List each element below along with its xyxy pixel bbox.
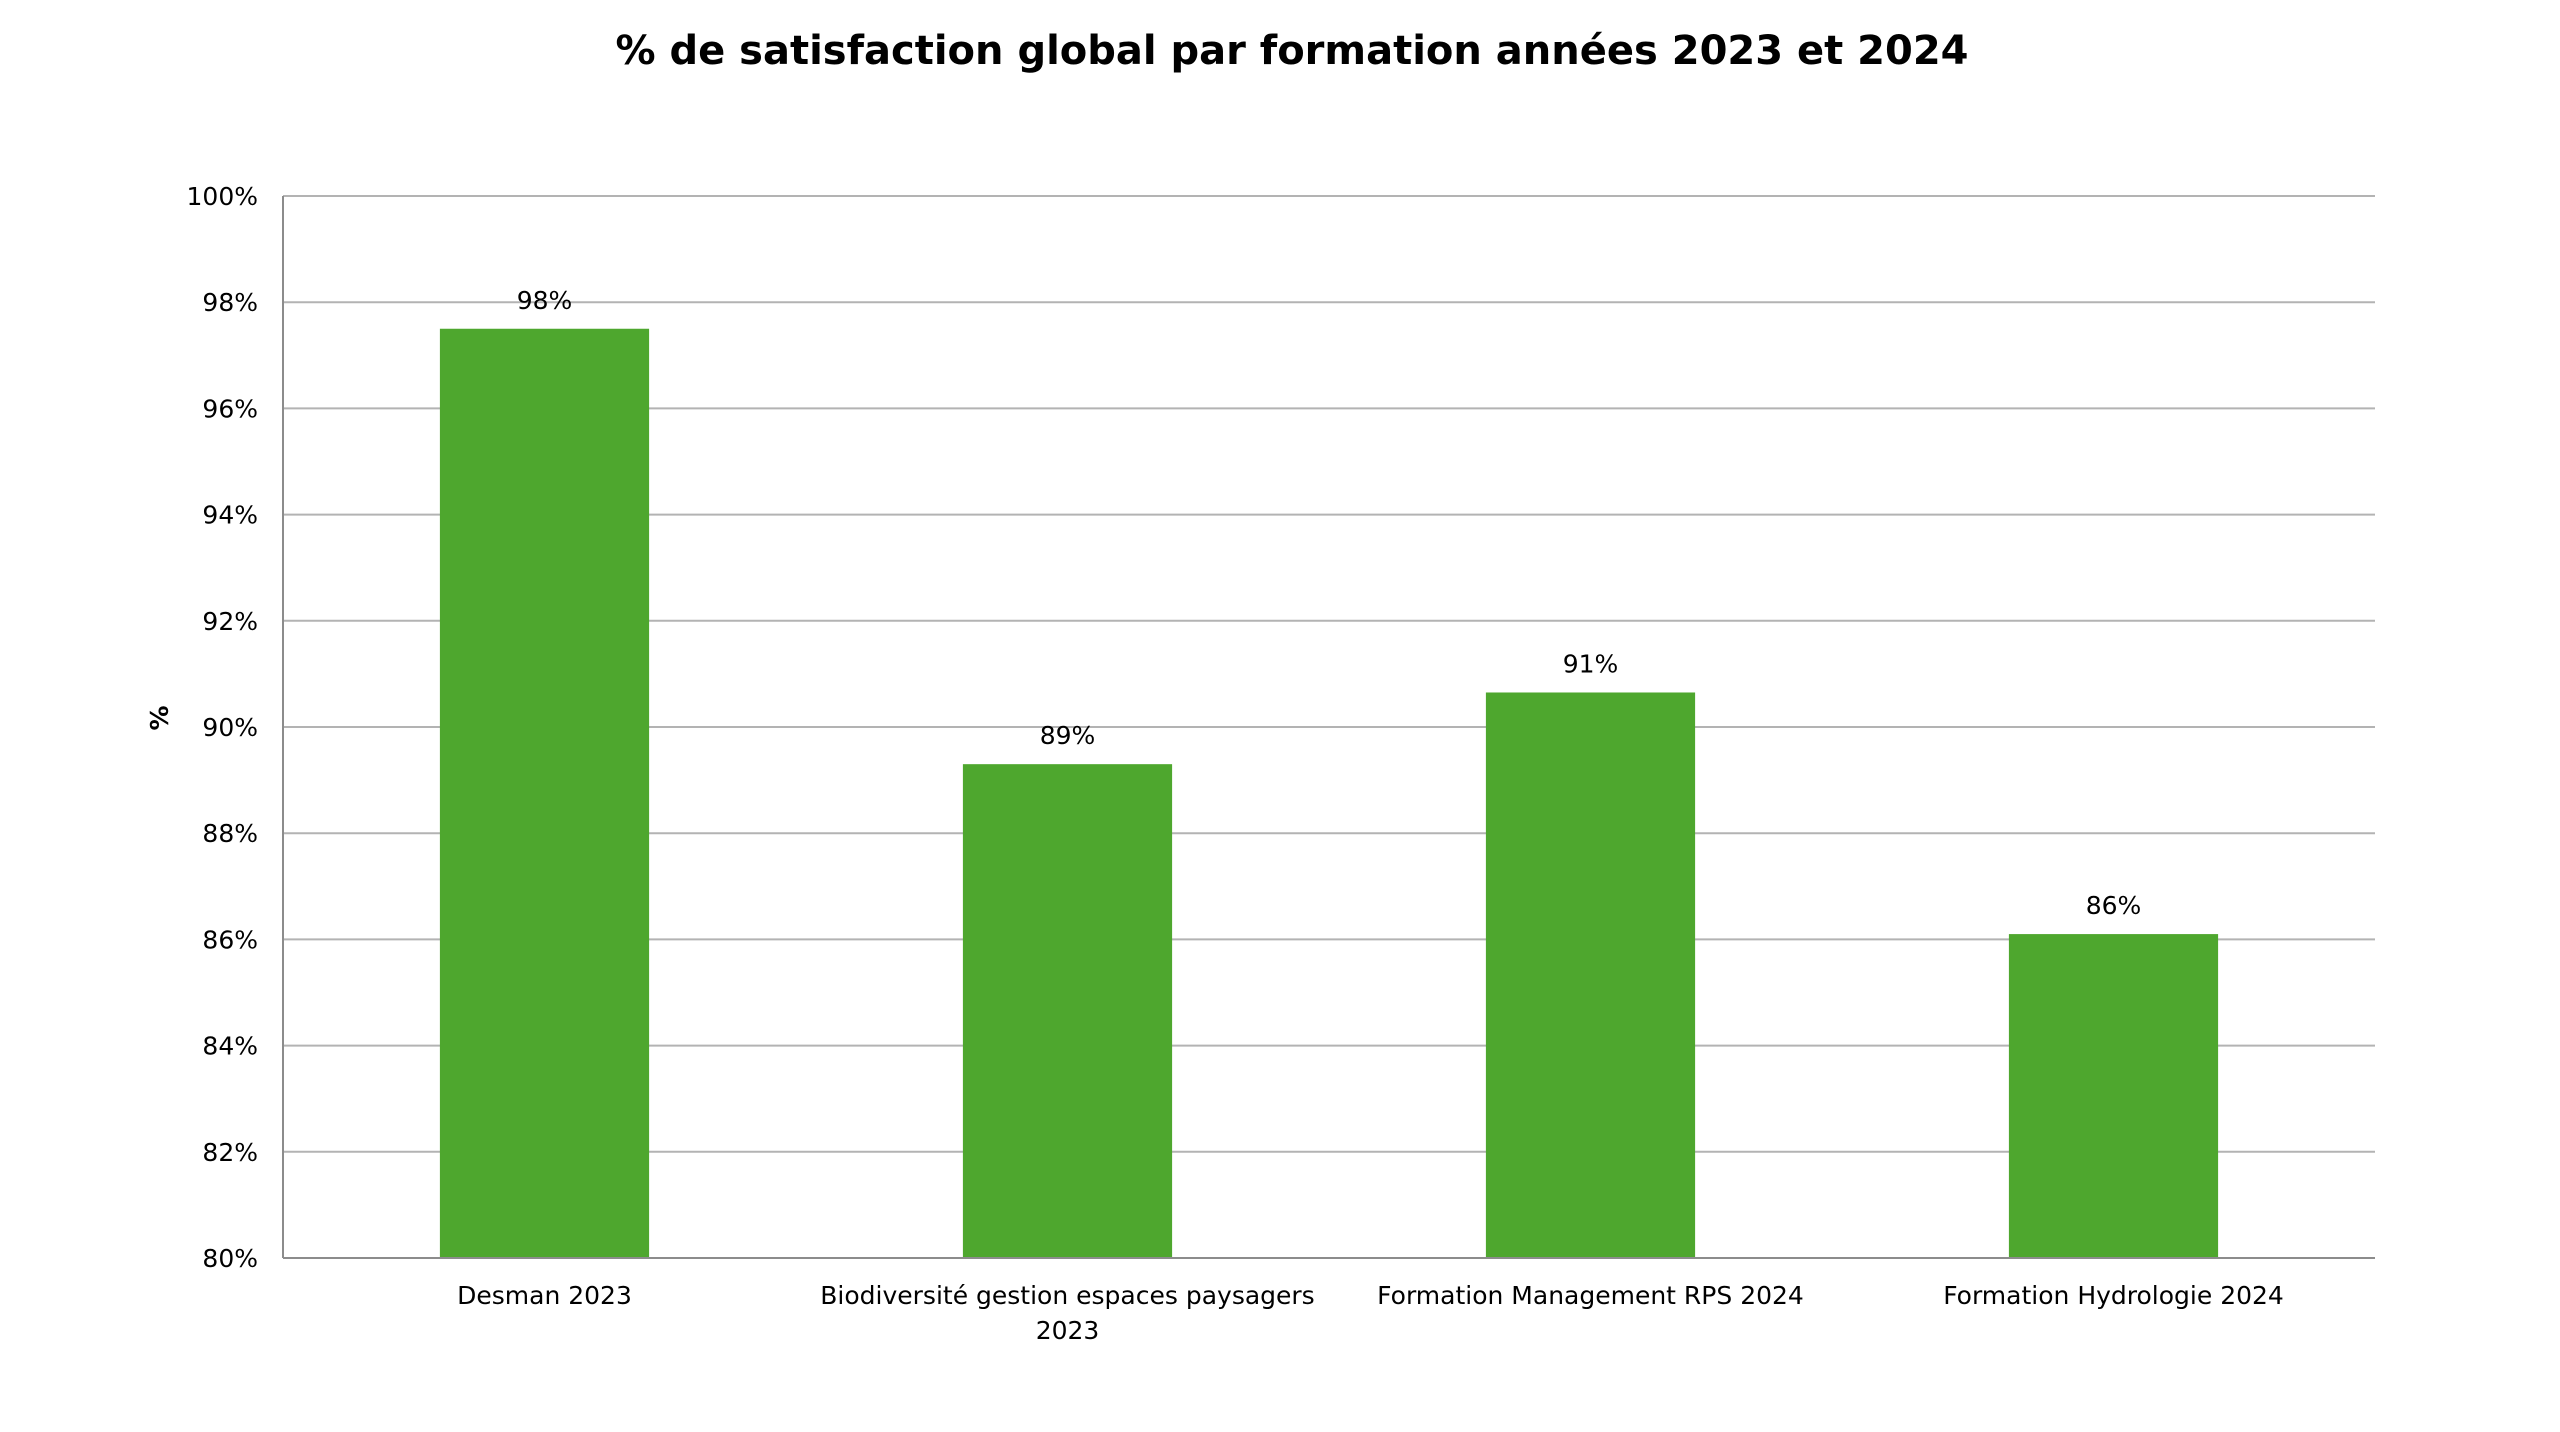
y-tick-label: 96% <box>202 394 258 423</box>
y-tick-label: 82% <box>202 1138 258 1167</box>
y-tick-label: 80% <box>202 1244 258 1273</box>
category-label: Formation Management RPS 2024 <box>1377 1281 1804 1310</box>
bar <box>1485 692 1696 1258</box>
data-label: 98% <box>517 286 573 315</box>
category-label: Formation Hydrologie 2024 <box>1943 1281 2284 1310</box>
category-label: Desman 2023 <box>457 1281 632 1310</box>
chart-title: % de satisfaction global par formation a… <box>615 28 1968 74</box>
data-label: 89% <box>1040 721 1096 750</box>
y-axis-ticks: 80% 82% 84% 86% 88% 90% 92% 94% 96% 98% 100% <box>187 182 258 1273</box>
data-label: 86% <box>2086 891 2142 920</box>
y-tick-label: 86% <box>202 925 258 954</box>
bar <box>962 764 1173 1258</box>
y-tick-label: 84% <box>202 1032 258 1061</box>
category-label-line: Desman 2023 <box>457 1281 632 1310</box>
category-label-line: Formation Hydrologie 2024 <box>1943 1281 2284 1310</box>
bars <box>439 328 2219 1258</box>
category-label-line: 2023 <box>1036 1316 1100 1345</box>
y-tick-label: 100% <box>187 182 258 211</box>
data-labels: 98% 89% 91% 86% <box>517 286 2142 920</box>
y-tick-label: 92% <box>202 607 258 636</box>
y-tick-label: 90% <box>202 713 258 742</box>
y-tick-label: 94% <box>202 501 258 530</box>
category-label: Biodiversité gestion espaces paysagers 20… <box>820 1281 1314 1345</box>
category-label-line: Biodiversité gestion espaces paysagers <box>820 1281 1314 1310</box>
y-tick-label: 88% <box>202 819 258 848</box>
category-labels: Desman 2023 Biodiversité gestion espaces … <box>457 1281 2284 1345</box>
y-axis-label: % <box>145 705 174 730</box>
bar <box>2008 934 2219 1258</box>
category-label-line: Formation Management RPS 2024 <box>1377 1281 1804 1310</box>
bar <box>439 328 650 1258</box>
y-tick-label: 98% <box>202 288 258 317</box>
data-label: 91% <box>1563 649 1619 678</box>
